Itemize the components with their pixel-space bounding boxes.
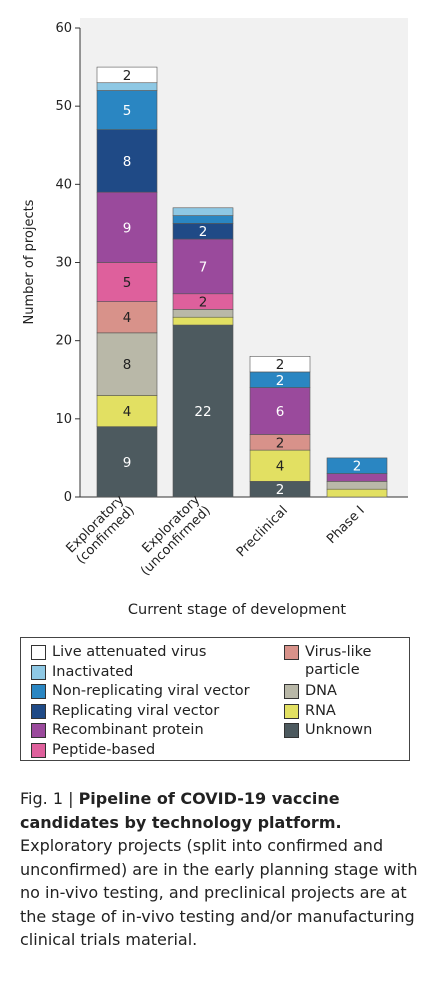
bar-segment [96, 191, 158, 263]
legend-item: Peptide-based [31, 741, 284, 761]
legend-swatch [284, 645, 299, 660]
x-tick-label: Preclinical [234, 503, 291, 560]
legend-item: Unknown [284, 721, 399, 741]
bar-segment [96, 90, 158, 130]
legend-item: Replicating viral vector [31, 702, 284, 722]
data-label: 8 [123, 154, 132, 170]
legend-label: Unknown [305, 722, 373, 738]
legend-swatch [31, 684, 46, 699]
legend-swatch [31, 645, 46, 660]
bar-segment [172, 316, 234, 326]
data-label: 5 [123, 275, 132, 291]
legend-item: Recombinant protein [31, 721, 284, 741]
data-label: 8 [123, 357, 132, 373]
legend-label: RNA [305, 702, 336, 719]
y-tick-label: 0 [64, 490, 72, 505]
caption: Fig. 1 | Pipeline of COVID-19 vaccine ca… [20, 787, 420, 952]
caption-text: Exploratory projects (split into confirm… [20, 836, 418, 949]
y-tick-label: 40 [55, 177, 72, 192]
data-label: 22 [194, 404, 211, 420]
bar-segment [172, 215, 234, 224]
y-tick-label: 60 [55, 21, 72, 36]
caption-title: Pipeline of COVID-19 vaccine candidates … [20, 789, 342, 832]
legend-swatch [31, 723, 46, 738]
legend-item: Non-replicating viral vector [31, 682, 284, 702]
data-label: 4 [123, 404, 132, 420]
legend-item: DNA [284, 682, 399, 702]
data-label: 2 [276, 482, 285, 498]
legend-label: Peptide-based [52, 741, 156, 758]
chart: Number of projects Current stage of deve… [22, 18, 408, 618]
bar-segment [96, 66, 158, 84]
legend-swatch [284, 723, 299, 738]
x-tick-label: Phase I [324, 503, 368, 547]
legend-item: Live attenuated virus [31, 643, 284, 663]
legend-item: Inactivated [31, 663, 284, 683]
legend-label: Recombinant protein [52, 722, 204, 738]
data-label: 9 [123, 220, 132, 236]
bar-segment [249, 449, 311, 482]
data-label: 2 [276, 435, 285, 451]
y-tick-label: 30 [55, 256, 72, 271]
y-tick-label: 20 [55, 334, 72, 349]
legend-label: Replicating viral vector [52, 702, 220, 719]
x-tick-label-line: Preclinical [234, 503, 291, 560]
caption-label: Fig. 1 | [20, 789, 74, 808]
legend-item: Virus-like particle [284, 643, 399, 682]
data-label: 9 [123, 455, 132, 471]
data-label: 2 [353, 459, 362, 475]
data-label: 2 [123, 68, 132, 84]
bar-segment [249, 387, 311, 435]
bar-segment [326, 488, 388, 498]
legend-swatch [284, 684, 299, 699]
y-tick-label: 10 [55, 412, 72, 427]
data-label: 4 [123, 310, 132, 326]
legend-swatch [284, 703, 299, 719]
bar-segment [172, 324, 234, 498]
data-label: 4 [276, 459, 285, 475]
data-label: 6 [276, 404, 285, 420]
bar-segment [326, 457, 388, 474]
y-tick-label: 50 [55, 99, 72, 114]
legend-label: Live attenuated virus [52, 644, 207, 660]
legend: Live attenuated virus Inactivated Non-repl… [20, 637, 410, 761]
bar-segment [96, 129, 158, 193]
x-tick-label: Exploratory(unconfirmed) [127, 492, 214, 579]
data-label: 2 [199, 295, 208, 311]
x-tick-label: Exploratory(confirmed) [63, 492, 138, 567]
legend-swatch [31, 742, 46, 758]
x-axis-label: Current stage of development [128, 602, 346, 618]
bar-segment [326, 481, 388, 490]
data-label: 5 [123, 103, 132, 119]
legend-item: RNA [284, 702, 399, 722]
legend-label: Virus-like particle [305, 644, 372, 678]
bar-segment [96, 262, 158, 302]
legend-swatch [31, 703, 46, 719]
legend-label: Inactivated [52, 663, 134, 680]
legend-label: DNA [305, 683, 337, 699]
data-label: 7 [199, 259, 208, 275]
bar-segment [96, 426, 158, 498]
x-tick-label-line: Phase I [324, 503, 368, 547]
data-label: 2 [276, 373, 285, 389]
bar-segment [172, 207, 234, 216]
data-label: 2 [276, 357, 285, 373]
legend-label: Non-replicating viral vector [52, 683, 250, 699]
y-axis-label: Number of projects [22, 199, 37, 324]
bar-segment [249, 355, 311, 373]
legend-swatch [31, 664, 46, 680]
data-label: 2 [199, 224, 208, 240]
